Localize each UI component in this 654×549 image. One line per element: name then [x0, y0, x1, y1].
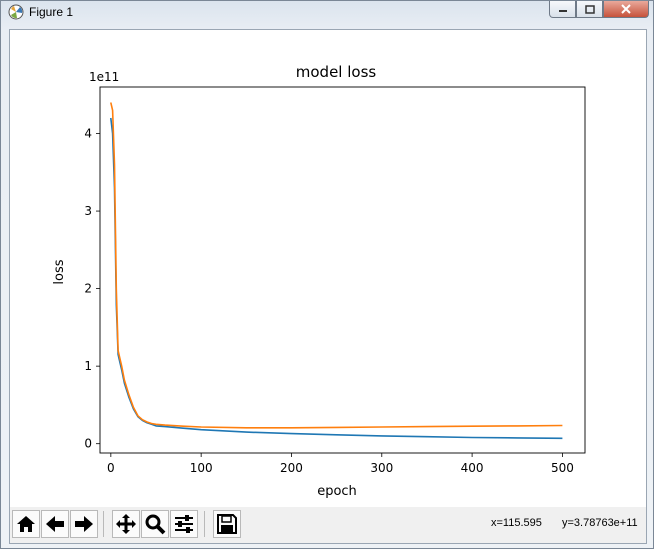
window-title: Figure 1: [29, 5, 74, 19]
y-tick-label: 3: [84, 204, 92, 218]
y-coordinate-readout: y=3.78763e+11: [562, 517, 638, 529]
x-tick-label: 0: [107, 461, 115, 475]
x-tick-label: 100: [190, 461, 213, 475]
y-tick-label: 0: [84, 437, 92, 451]
y-axis-label: loss: [52, 259, 67, 284]
maximize-icon: [584, 4, 595, 14]
configure-subplots-button[interactable]: [170, 510, 198, 538]
zoom-icon: [145, 514, 166, 535]
pan-button[interactable]: [112, 510, 140, 538]
save-button[interactable]: [213, 510, 241, 538]
forward-button[interactable]: [70, 510, 98, 538]
x-tick-label: 400: [461, 461, 484, 475]
home-button[interactable]: [12, 510, 40, 538]
back-arrow-icon: [46, 516, 64, 532]
home-icon: [17, 516, 35, 532]
title-bar[interactable]: Figure 1: [1, 1, 653, 25]
configure-subplots-icon: [175, 515, 193, 533]
x-tick-label: 500: [551, 461, 574, 475]
close-button[interactable]: [603, 1, 649, 18]
maximize-button[interactable]: [576, 1, 603, 18]
val-loss-series-line: [110, 102, 563, 429]
figure-canvas-area: 0 100 200 300 400 500 0 1 2 3 4 model loss epoch l…: [9, 29, 647, 544]
navigation-toolbar: x=115.595 y=3.78763e+11: [10, 507, 646, 543]
x-axis-label: epoch: [317, 484, 357, 499]
matplotlib-app-icon: [8, 4, 24, 20]
y-tick-label: 1: [84, 359, 92, 373]
save-icon: [217, 514, 237, 534]
minimize-button[interactable]: [549, 1, 576, 18]
y-tick-label: 4: [84, 127, 92, 141]
x-coordinate-readout: x=115.595: [491, 517, 542, 529]
x-tick-label: 200: [280, 461, 303, 475]
toolbar-separator: [103, 511, 104, 537]
zoom-button[interactable]: [141, 510, 169, 538]
close-icon: [621, 4, 631, 14]
loss-chart[interactable]: 0 100 200 300 400 500 0 1 2 3 4 model loss epoch l…: [10, 30, 646, 507]
minimize-icon: [558, 10, 567, 12]
forward-arrow-icon: [75, 516, 93, 532]
pan-icon: [116, 514, 136, 534]
y-offset-label: 1e11: [89, 70, 119, 84]
plot-area: [99, 86, 586, 454]
toolbar-separator: [204, 511, 205, 537]
x-tick-label: 300: [370, 461, 393, 475]
chart-title: model loss: [296, 63, 377, 81]
y-tick-label: 2: [84, 282, 92, 296]
back-button[interactable]: [41, 510, 69, 538]
